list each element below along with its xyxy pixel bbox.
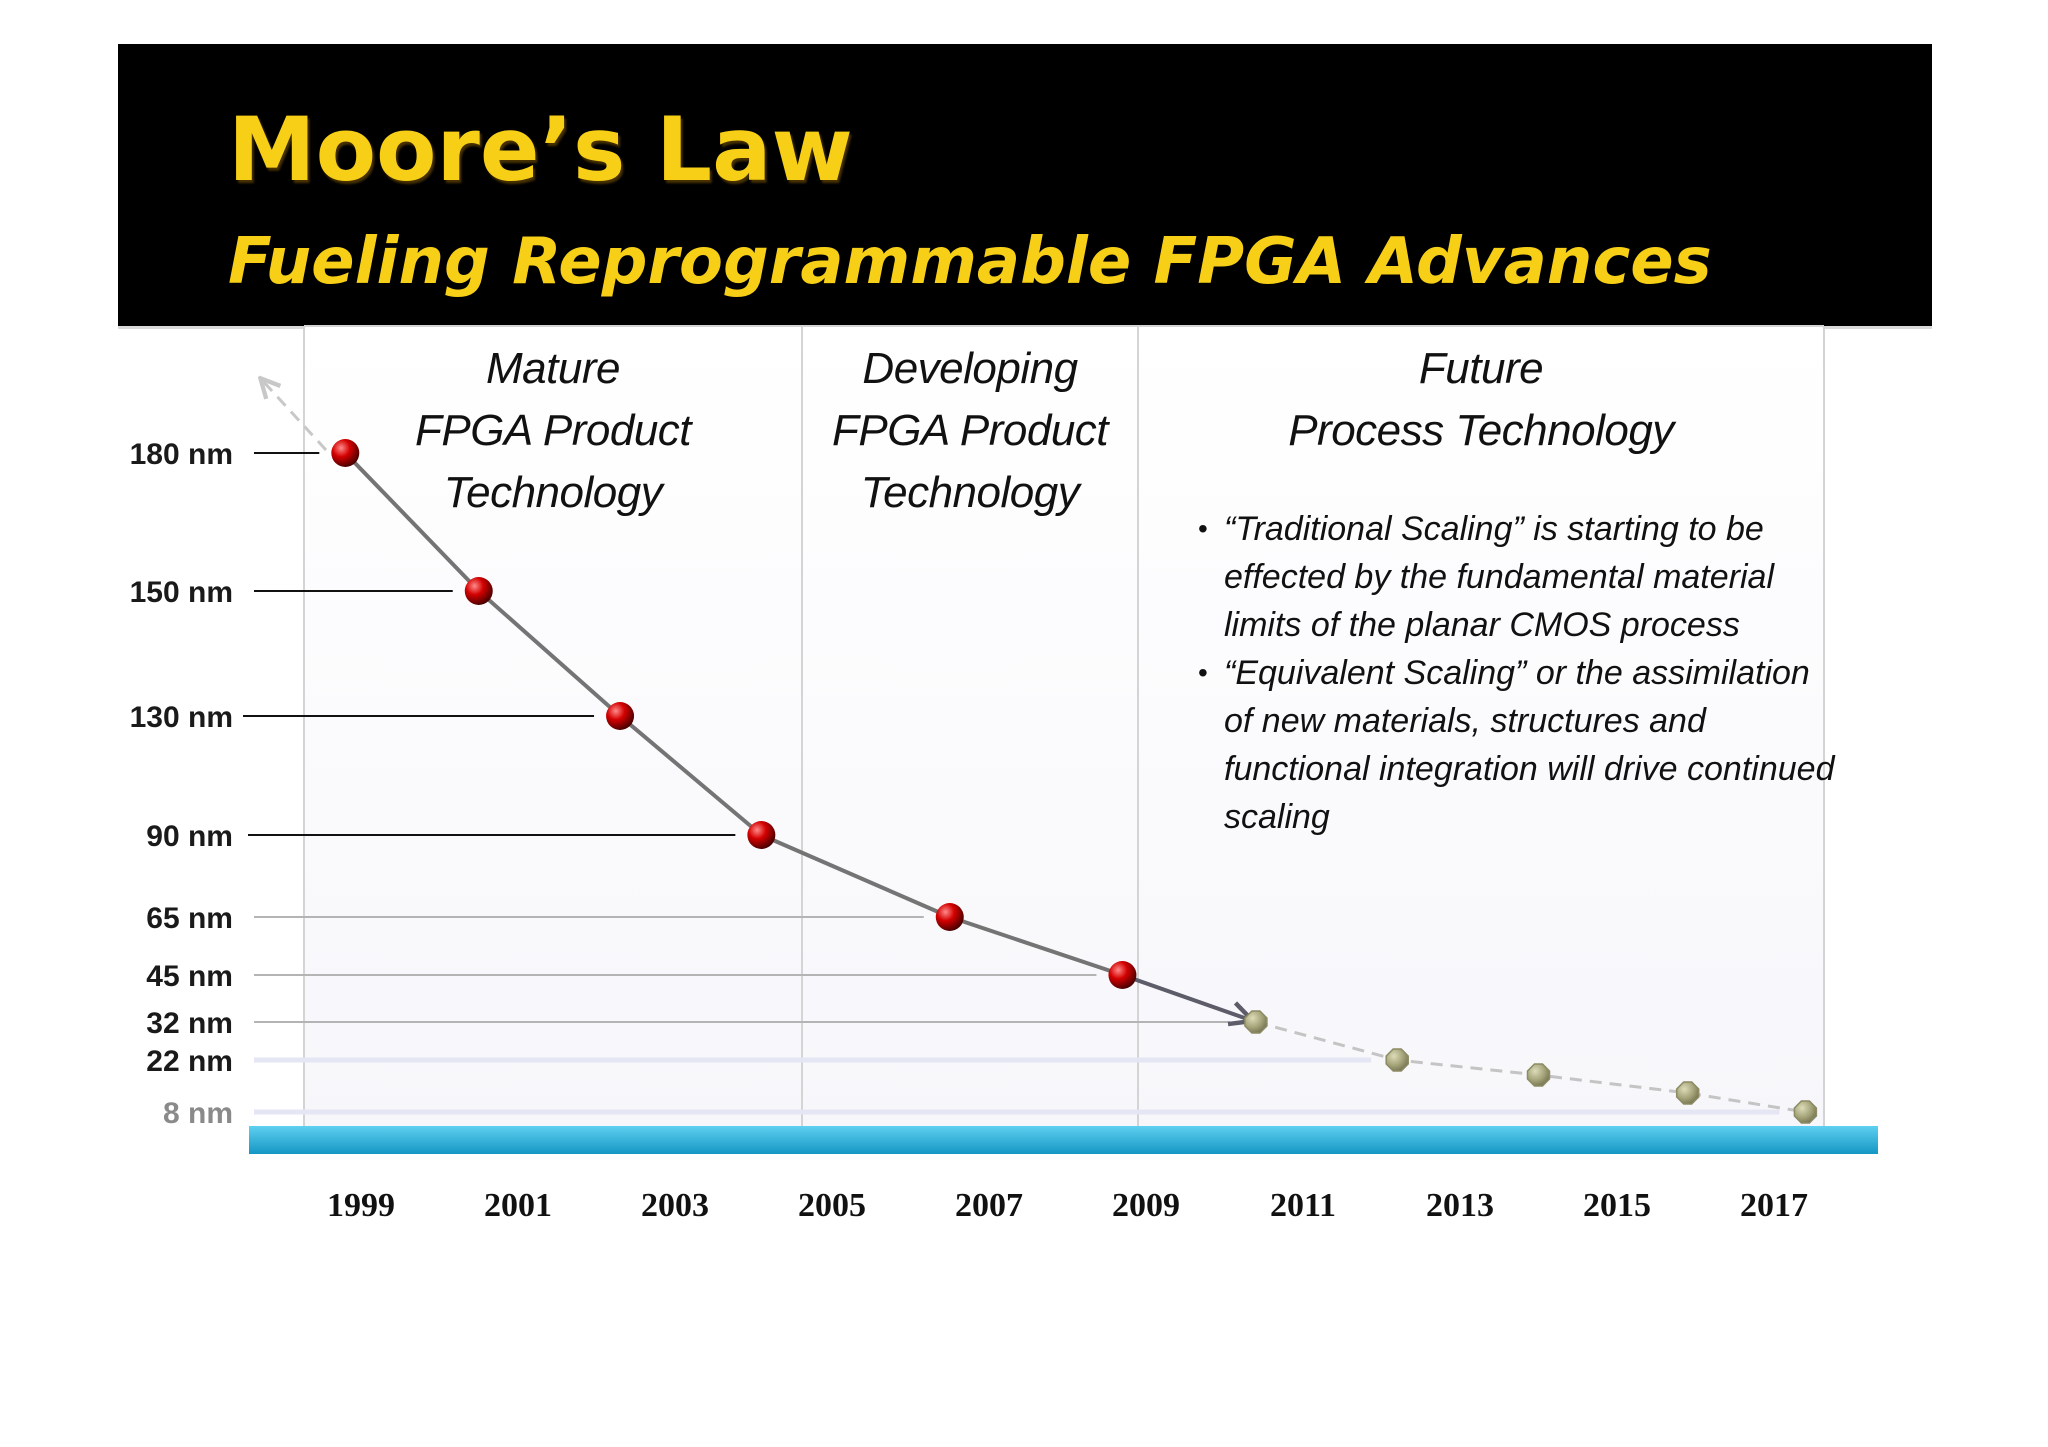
future-point-marker xyxy=(1675,1081,1700,1105)
data-point-future xyxy=(1675,1081,1700,1105)
section-heading-line: Future xyxy=(1418,344,1544,393)
section-heading-line: Mature xyxy=(486,344,620,393)
page-title: Moore’s Law xyxy=(228,98,853,201)
x-tick-label: 2007 xyxy=(955,1187,1023,1224)
y-tick-label: 8 nm xyxy=(163,1097,233,1130)
y-tick-label: 32 nm xyxy=(146,1007,233,1040)
y-axis-labels: 180 nm 150 nm 130 nm 90 nm 65 nm 45 nm 32 nm 22… xyxy=(130,438,233,1130)
data-point-node xyxy=(606,702,635,730)
x-axis-labels: 1999 2001 2003 2005 2007 2009 2011 2013 2015 2017 xyxy=(327,1187,1808,1224)
trend-connector-arrow xyxy=(1121,973,1250,1020)
future-point-marker xyxy=(1793,1100,1818,1124)
data-point-node xyxy=(331,439,360,467)
y-tick-label: 130 nm xyxy=(130,701,233,734)
future-point-marker xyxy=(1244,1010,1268,1034)
x-tick-label: 2005 xyxy=(798,1187,866,1224)
x-tick-label: 2001 xyxy=(484,1187,552,1224)
data-point-node xyxy=(747,821,776,849)
past-trend-arrow xyxy=(262,380,328,452)
section-heading-line: FPGA Product xyxy=(414,406,692,455)
future-point-marker xyxy=(1526,1063,1551,1087)
series-line-solid xyxy=(343,451,1124,977)
section-heading-line: Process Technology xyxy=(1288,406,1674,455)
x-tick-label: 2009 xyxy=(1112,1187,1180,1224)
note-equivalent-scaling: “Equivalent Scaling” or the assimilation… xyxy=(1198,649,1838,841)
series-points xyxy=(331,439,1818,1124)
x-tick-label: 2015 xyxy=(1583,1187,1651,1224)
timeline-base-bar xyxy=(249,1126,1878,1154)
section-heading-line: Technology xyxy=(443,468,663,517)
data-point-future xyxy=(1385,1048,1409,1072)
y-tick-label: 65 nm xyxy=(146,902,233,935)
note-traditional-scaling: “Traditional Scaling” is starting to be … xyxy=(1198,505,1838,649)
y-tick-label: 150 nm xyxy=(130,576,233,609)
y-tick-label: 180 nm xyxy=(130,438,233,471)
data-point-node xyxy=(464,577,493,605)
x-tick-label: 2011 xyxy=(1270,1187,1336,1224)
y-tick-label: 22 nm xyxy=(146,1045,233,1078)
title-banner: Moore’s Law Fueling Reprogrammable FPGA … xyxy=(118,44,1932,329)
x-tick-label: 2013 xyxy=(1426,1187,1494,1224)
x-tick-label: 2017 xyxy=(1740,1187,1808,1224)
section-heading-developing: Developing FPGA Product Technology xyxy=(802,338,1138,524)
page-subtitle: Fueling Reprogrammable FPGA Advances xyxy=(228,225,1712,299)
section-heading-line: FPGA Product xyxy=(831,406,1109,455)
future-point-marker xyxy=(1385,1048,1409,1072)
data-point-future xyxy=(1244,1010,1268,1034)
section-heading-line: Technology xyxy=(860,468,1080,517)
y-tick-label: 90 nm xyxy=(146,820,233,853)
level-lines xyxy=(243,452,1780,1115)
section-heading-future: Future Process Technology xyxy=(1138,338,1824,462)
data-point-future xyxy=(1526,1063,1551,1087)
data-point-node xyxy=(1108,961,1137,989)
section-heading-mature: Mature FPGA Product Technology xyxy=(304,338,802,524)
data-point-future xyxy=(1793,1100,1818,1124)
section-dividers xyxy=(303,325,1825,1126)
data-point-node xyxy=(935,903,964,931)
scaling-notes: “Traditional Scaling” is starting to be … xyxy=(1198,505,1838,841)
y-tick-label: 45 nm xyxy=(146,960,233,993)
x-tick-label: 1999 xyxy=(327,1187,395,1224)
section-heading-line: Developing xyxy=(862,344,1078,393)
x-tick-label: 2003 xyxy=(641,1187,709,1224)
